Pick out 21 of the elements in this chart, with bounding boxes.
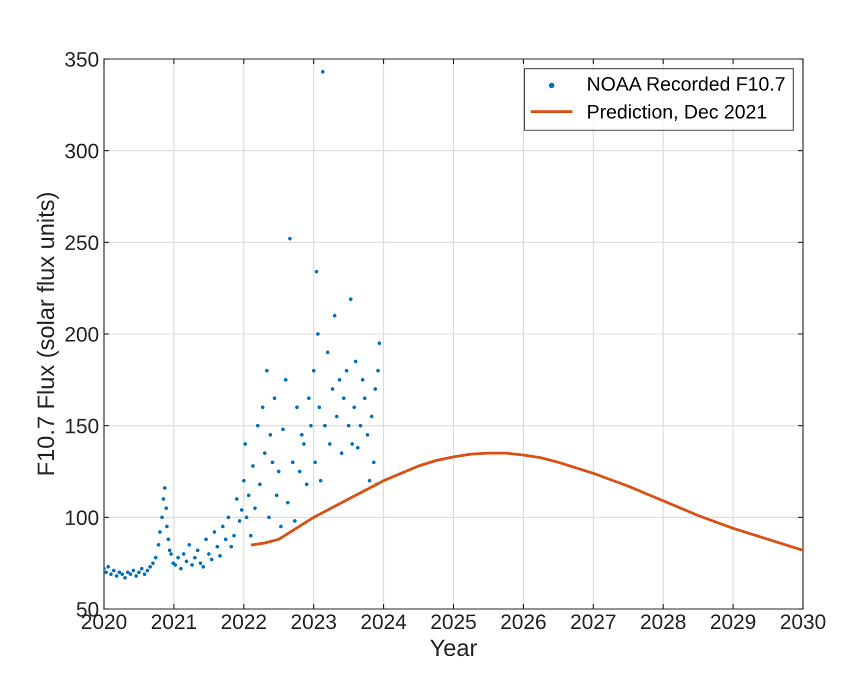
x-tick-label: 2025 xyxy=(431,614,476,630)
x-axis-title: Year xyxy=(430,640,477,656)
x-tick-label: 2030 xyxy=(780,614,826,630)
x-tick-label: 2022 xyxy=(222,614,266,630)
x-tick-label: 2026 xyxy=(501,614,546,630)
x-tick-label: 2021 xyxy=(152,614,196,630)
x-tick-label: 2024 xyxy=(361,614,406,630)
x-tick-label: 2028 xyxy=(641,614,686,630)
x-tick-label: 2023 xyxy=(292,614,336,630)
y-tick-label: 350 xyxy=(65,52,98,67)
y-tick-label: 150 xyxy=(66,418,98,434)
y-tick-label: 100 xyxy=(66,510,98,526)
x-tick-label: 2027 xyxy=(571,614,616,630)
y-tick-label: 200 xyxy=(65,327,98,342)
legend-label: NOAA Recorded F10.7 xyxy=(588,76,785,91)
y-tick-label: 300 xyxy=(65,144,98,158)
y-tick-label: 250 xyxy=(65,235,98,250)
x-tick-label: 2029 xyxy=(710,614,756,630)
line-series xyxy=(250,452,803,552)
legend-label: Prediction, Dec 2021 xyxy=(588,104,766,121)
y-axis-title: F10.7 Flux (solar flux units) xyxy=(36,193,59,474)
